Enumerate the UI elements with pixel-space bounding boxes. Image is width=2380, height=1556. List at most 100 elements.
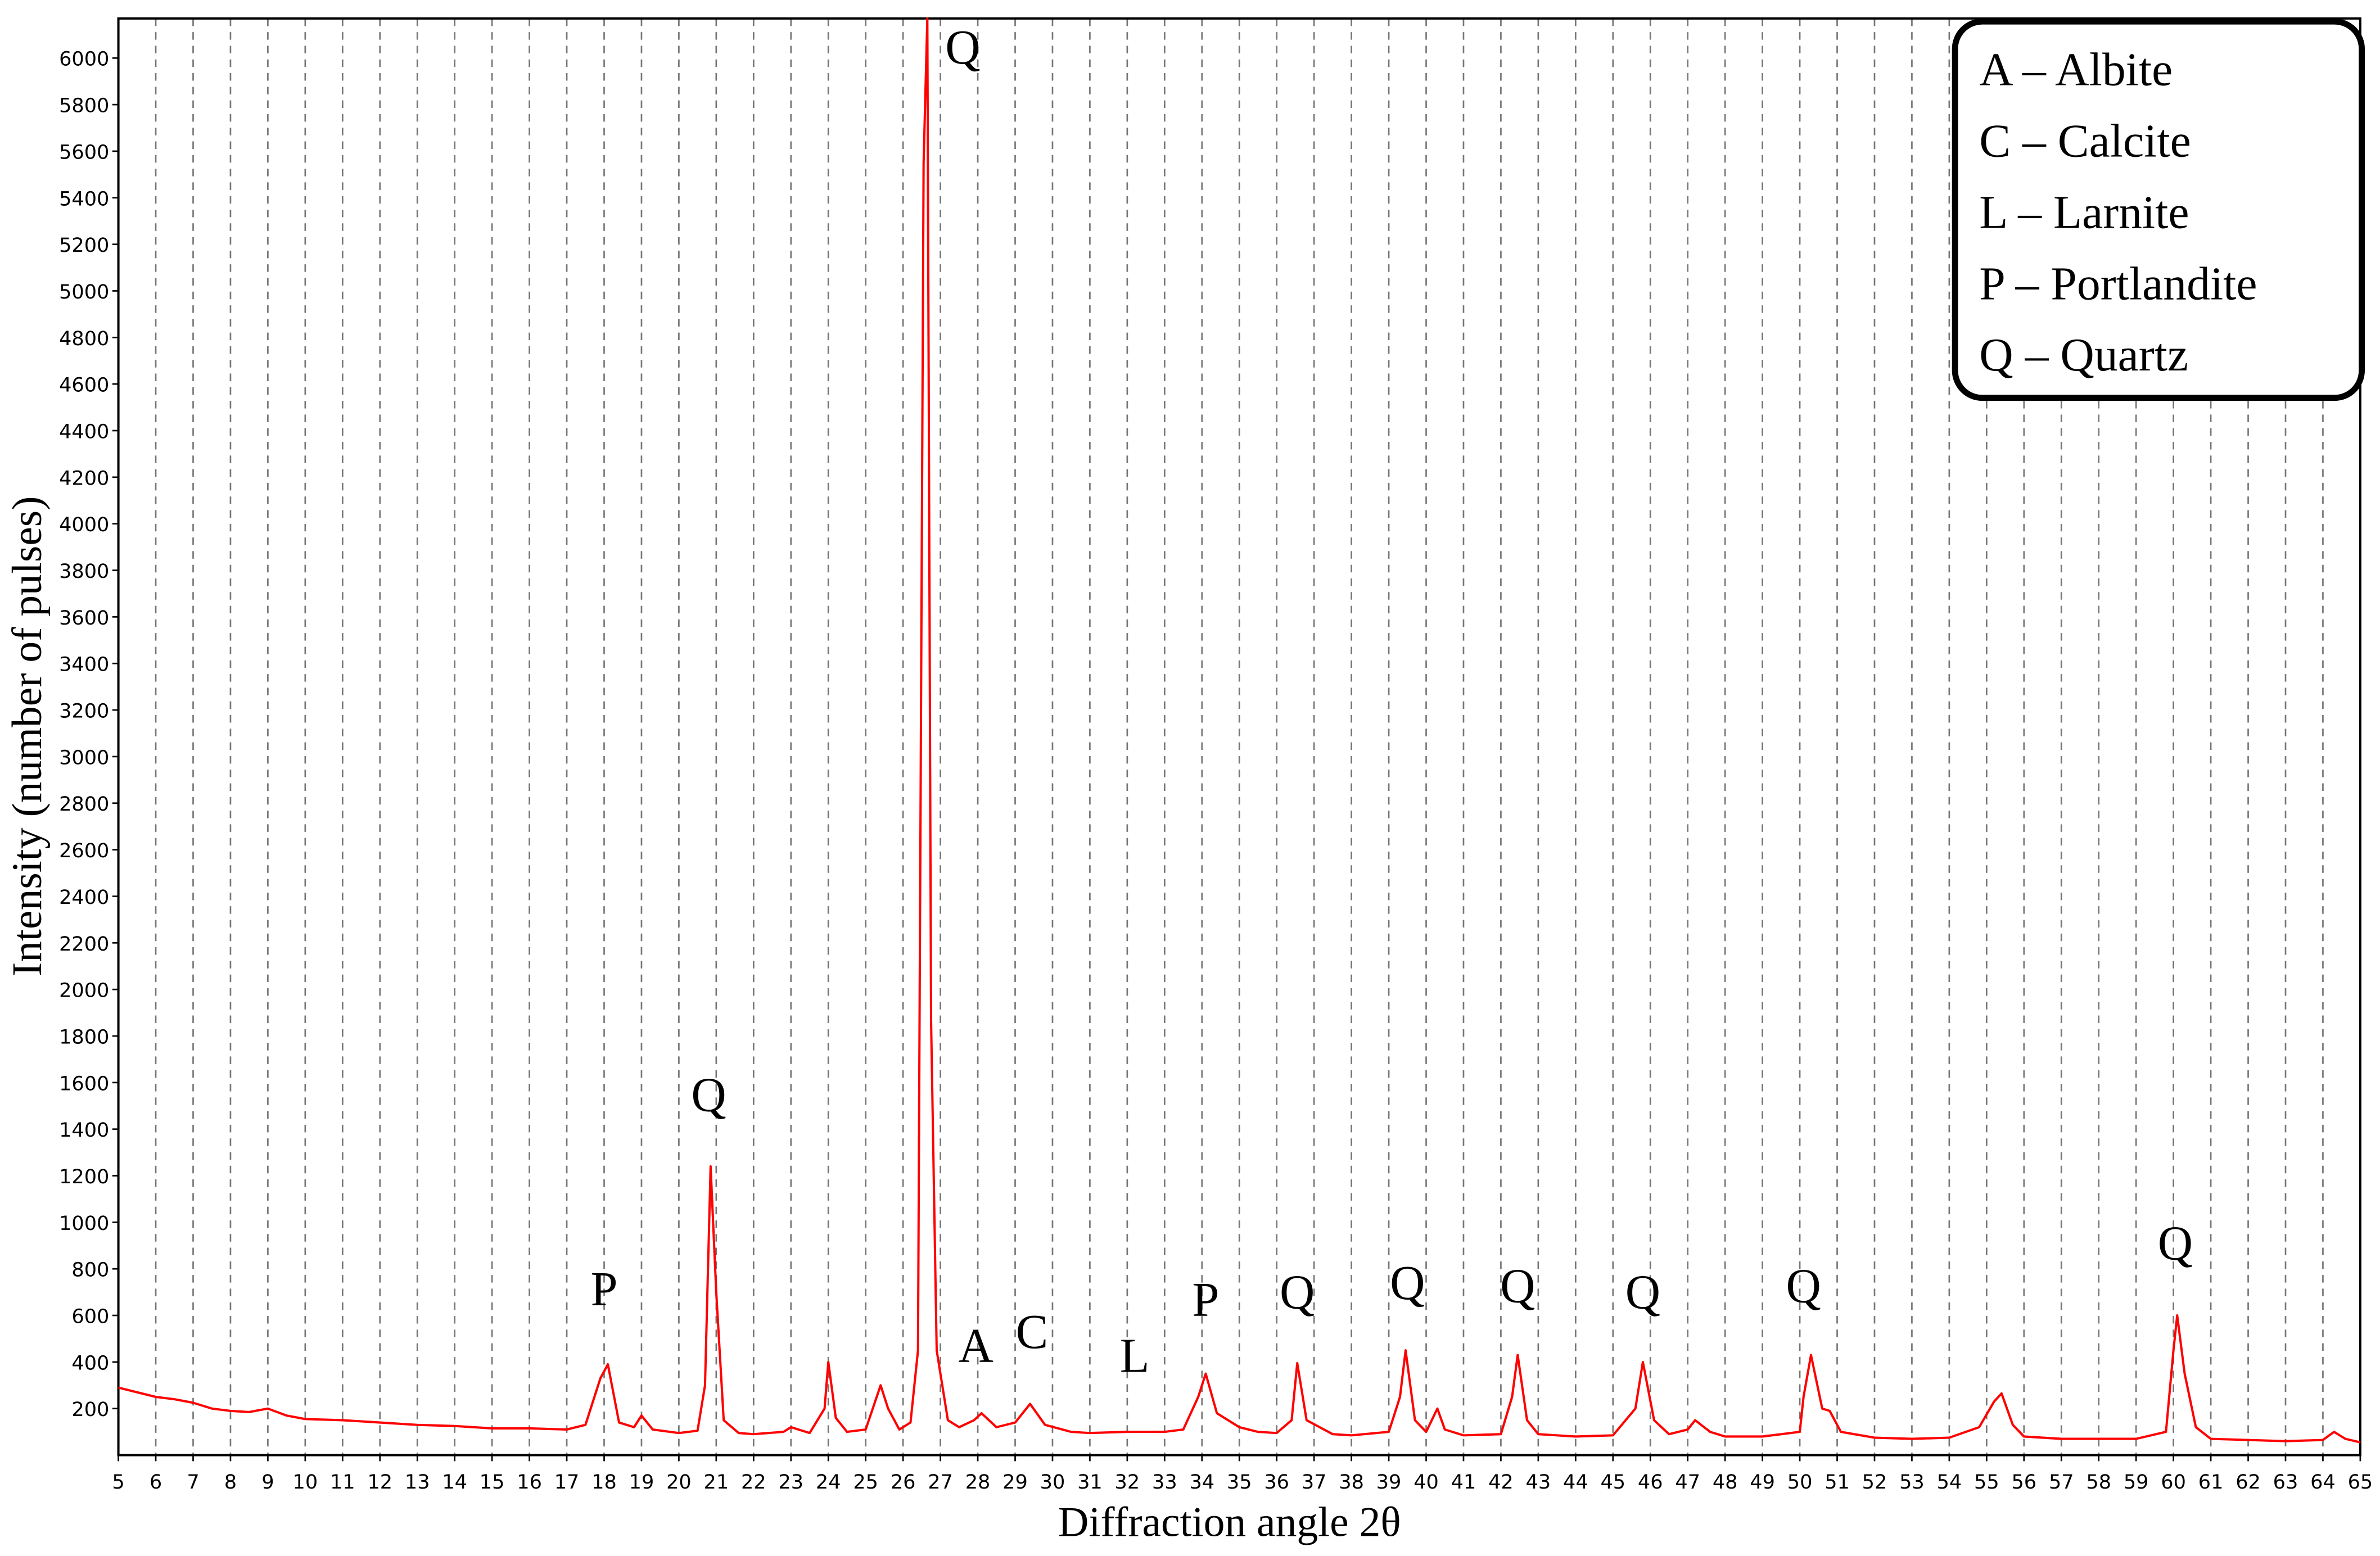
x-tick-label: 54 <box>1937 1471 1962 1494</box>
peak-label: Q <box>1390 1256 1425 1310</box>
x-tick-label: 50 <box>1787 1471 1813 1494</box>
y-tick-label: 3600 <box>59 607 109 630</box>
peak-label: P <box>1192 1273 1219 1327</box>
peak-label: Q <box>1280 1265 1315 1319</box>
x-tick-label: 30 <box>1040 1471 1065 1494</box>
data-line <box>118 17 2361 1444</box>
y-tick-label: 4400 <box>59 420 109 444</box>
y-tick-label: 1800 <box>59 1025 109 1048</box>
y-tick-label: 4200 <box>59 467 109 490</box>
y-tick-label: 5800 <box>59 94 109 117</box>
x-tick-label: 34 <box>1189 1471 1214 1494</box>
x-tick-label: 28 <box>965 1471 991 1494</box>
x-tick-label: 6 <box>150 1471 162 1494</box>
y-axis-label: Intensity (number of pulses) <box>4 496 51 976</box>
plot-frame <box>117 17 2361 1457</box>
x-tick-label: 12 <box>367 1471 392 1494</box>
x-tick-label: 51 <box>1824 1471 1850 1494</box>
x-tick-label: 20 <box>666 1471 692 1494</box>
x-tick-label: 11 <box>330 1471 355 1494</box>
x-tick-label: 17 <box>554 1471 580 1494</box>
y-tick-label: 1200 <box>59 1165 109 1188</box>
y-tick-label: 5400 <box>59 187 109 210</box>
x-tick-label: 62 <box>2236 1471 2261 1494</box>
x-tick-label: 33 <box>1152 1471 1177 1494</box>
x-tick-label: 44 <box>1563 1471 1588 1494</box>
x-tick-label: 47 <box>1675 1471 1700 1494</box>
x-tick-label: 42 <box>1488 1471 1514 1494</box>
x-tick-label: 46 <box>1638 1471 1663 1494</box>
y-tick-label: 1400 <box>59 1119 109 1142</box>
peak-label: Q <box>1500 1259 1535 1313</box>
y-tick-label: 4000 <box>59 513 109 536</box>
legend-entry: P – Portlandite <box>1979 257 2257 310</box>
x-tick-label: 27 <box>928 1471 953 1494</box>
x-tick-label: 31 <box>1077 1471 1103 1494</box>
x-tick-label: 65 <box>2348 1471 2373 1494</box>
peak-label: Q <box>2158 1216 2193 1270</box>
x-tick-label: 9 <box>261 1471 274 1494</box>
y-tick-label: 200 <box>71 1398 109 1421</box>
legend-box <box>1952 18 2365 401</box>
y-tick-label: 3200 <box>59 700 109 723</box>
x-tick-label: 15 <box>480 1471 505 1494</box>
x-tick-label: 18 <box>591 1471 617 1494</box>
x-tick-label: 37 <box>1302 1471 1327 1494</box>
x-tick-label: 24 <box>816 1471 841 1494</box>
y-tick-label: 800 <box>71 1259 109 1282</box>
x-tick-label: 32 <box>1115 1471 1140 1494</box>
legend-entry: Q – Quartz <box>1979 329 2188 381</box>
x-tick-label: 58 <box>2086 1471 2111 1494</box>
x-tick-label: 53 <box>1899 1471 1925 1494</box>
x-tick-label: 60 <box>2161 1471 2186 1494</box>
x-tick-label: 19 <box>629 1471 654 1494</box>
y-tick-label: 2400 <box>59 886 109 909</box>
x-tick-label: 10 <box>293 1471 318 1494</box>
y-tick-label: 2800 <box>59 793 109 816</box>
y-tick-label: 3400 <box>59 653 109 676</box>
x-tick-label: 5 <box>112 1471 124 1494</box>
peak-label: A <box>959 1319 993 1373</box>
y-tick-label: 4600 <box>59 374 109 397</box>
x-tick-label: 29 <box>1002 1471 1028 1494</box>
x-tick-label: 21 <box>704 1471 729 1494</box>
x-tick-label: 61 <box>2198 1471 2224 1494</box>
y-tick-label: 3800 <box>59 560 109 583</box>
x-tick-label: 22 <box>741 1471 766 1494</box>
y-tick-label: 5000 <box>59 281 109 304</box>
legend-entry: L – Larnite <box>1979 186 2189 238</box>
x-tick-label: 43 <box>1526 1471 1551 1494</box>
y-tick-label: 400 <box>71 1351 109 1374</box>
peak-label: Q <box>945 20 980 74</box>
x-tick-label: 23 <box>778 1471 803 1494</box>
peak-label: P <box>590 1262 617 1316</box>
x-tick-label: 57 <box>2049 1471 2074 1494</box>
peak-label: Q <box>1786 1259 1821 1313</box>
y-tick-label: 5600 <box>59 141 109 164</box>
x-tick-label: 25 <box>853 1471 878 1494</box>
y-tick-label: 2200 <box>59 933 109 956</box>
x-tick-label: 55 <box>1974 1471 1999 1494</box>
x-tick-label: 36 <box>1264 1471 1289 1494</box>
y-tick-label: 5200 <box>59 234 109 257</box>
x-tick-label: 13 <box>405 1471 430 1494</box>
legend-entry: A – Albite <box>1979 44 2173 96</box>
y-tick-label: 1600 <box>59 1072 109 1095</box>
x-tick-label: 40 <box>1413 1471 1439 1494</box>
y-tick-label: 4800 <box>59 327 109 350</box>
x-tick-label: 14 <box>442 1471 467 1494</box>
peak-label: L <box>1120 1329 1150 1383</box>
x-tick-label: 38 <box>1339 1471 1364 1494</box>
peak-label: Q <box>1625 1265 1660 1319</box>
y-tick-label: 6000 <box>59 48 109 71</box>
x-axis-label: Diffraction angle 2θ <box>1058 1499 1401 1545</box>
x-tick-label: 49 <box>1750 1471 1775 1494</box>
x-tick-label: 35 <box>1227 1471 1252 1494</box>
x-tick-label: 39 <box>1376 1471 1402 1494</box>
y-tick-label: 2000 <box>59 979 109 1002</box>
x-tick-label: 45 <box>1600 1471 1625 1494</box>
x-tick-label: 59 <box>2124 1471 2149 1494</box>
x-tick-label: 16 <box>517 1471 542 1494</box>
